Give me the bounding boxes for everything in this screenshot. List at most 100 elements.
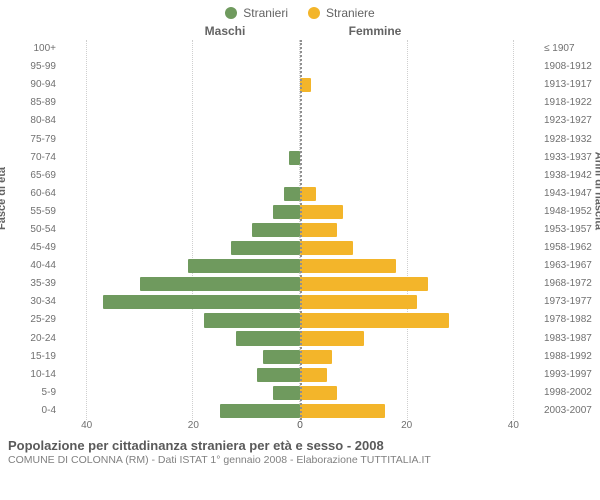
age-label: 80-84 [30, 112, 56, 130]
bar-row [300, 239, 540, 257]
female-bar [300, 295, 417, 309]
female-bar [300, 241, 353, 255]
age-label: 95-99 [30, 58, 56, 76]
bar-row [300, 203, 540, 221]
bar-row [60, 275, 300, 293]
male-bar [220, 404, 300, 418]
birth-label: 1933-1937 [544, 149, 592, 167]
male-bar [273, 205, 300, 219]
panel-title-left: Maschi [150, 24, 300, 38]
bar-row [60, 203, 300, 221]
bar-row [60, 58, 300, 76]
female-bar [300, 223, 337, 237]
x-tick-label: 20 [401, 420, 412, 431]
bar-row [60, 384, 300, 402]
age-label: 45-49 [30, 239, 56, 257]
bar-row [300, 167, 540, 185]
bar-row [60, 94, 300, 112]
age-label: 10-14 [30, 366, 56, 384]
bar-row [60, 76, 300, 94]
age-label: 35-39 [30, 275, 56, 293]
x-tick-label: 20 [188, 420, 199, 431]
male-bar [273, 386, 300, 400]
bar-row [300, 130, 540, 148]
age-label: 75-79 [30, 130, 56, 148]
x-axis-left: 0 20 40 [60, 420, 300, 434]
birth-label: 1953-1957 [544, 221, 592, 239]
bar-row [60, 239, 300, 257]
birth-label: 1943-1947 [544, 185, 592, 203]
bar-row [60, 257, 300, 275]
birth-label: 1918-1922 [544, 94, 592, 112]
male-bar [236, 331, 300, 345]
birth-label: 1998-2002 [544, 384, 592, 402]
bar-row [60, 221, 300, 239]
birth-label: 1968-1972 [544, 275, 592, 293]
age-label: 30-34 [30, 293, 56, 311]
age-label: 40-44 [30, 257, 56, 275]
birth-label: 1993-1997 [544, 366, 592, 384]
female-bar [300, 277, 428, 291]
y-axis-title-right: Anni di nascita [592, 152, 600, 230]
bar-row [300, 58, 540, 76]
bar-row [60, 185, 300, 203]
female-bar [300, 350, 332, 364]
bar-row [300, 293, 540, 311]
age-label: 5-9 [42, 384, 56, 402]
bar-row [60, 348, 300, 366]
y-axis-left: 100+95-9990-9485-8980-8475-7970-7465-696… [0, 40, 60, 420]
chart: Fasce di età Anni di nascita 100+95-9990… [0, 40, 600, 420]
age-label: 65-69 [30, 167, 56, 185]
birth-label: 1938-1942 [544, 167, 592, 185]
birth-label: 1948-1952 [544, 203, 592, 221]
age-label: 100+ [33, 40, 56, 58]
bar-row [300, 149, 540, 167]
birth-label: 1963-1967 [544, 257, 592, 275]
y-axis-title-left: Fasce di età [0, 167, 8, 230]
legend-swatch-female [308, 7, 320, 19]
bar-row [300, 330, 540, 348]
chart-subtitle: COMUNE DI COLONNA (RM) - Dati ISTAT 1° g… [8, 454, 592, 466]
bar-row [60, 311, 300, 329]
bar-row [60, 167, 300, 185]
x-tick-label: 0 [297, 420, 303, 431]
legend-label-male: Stranieri [243, 6, 288, 20]
birth-label: 1983-1987 [544, 330, 592, 348]
male-bar [252, 223, 300, 237]
male-bar [231, 241, 300, 255]
bar-row [60, 293, 300, 311]
birth-label: 1988-1992 [544, 348, 592, 366]
bar-row [60, 112, 300, 130]
age-label: 70-74 [30, 149, 56, 167]
x-tick-label: 40 [81, 420, 92, 431]
female-bar [300, 205, 343, 219]
female-bar [300, 259, 396, 273]
male-bar [140, 277, 300, 291]
female-bar [300, 404, 385, 418]
bar-row [60, 366, 300, 384]
birth-label: 1973-1977 [544, 293, 592, 311]
age-label: 85-89 [30, 94, 56, 112]
male-bar [204, 313, 300, 327]
bar-row [300, 112, 540, 130]
x-tick-label: 40 [508, 420, 519, 431]
x-axis-right: 0 20 40 [300, 420, 540, 434]
female-bar [300, 386, 337, 400]
legend-item-male: Stranieri [225, 6, 288, 20]
age-label: 0-4 [42, 402, 56, 420]
legend-swatch-male [225, 7, 237, 19]
age-label: 50-54 [30, 221, 56, 239]
bar-row [60, 40, 300, 58]
bar-row [300, 185, 540, 203]
male-bar [257, 368, 300, 382]
bar-row [300, 40, 540, 58]
bar-row [60, 330, 300, 348]
female-panel [300, 40, 540, 420]
bar-row [300, 76, 540, 94]
male-panel [60, 40, 300, 420]
footer: Popolazione per cittadinanza straniera p… [0, 434, 600, 466]
bar-row [300, 348, 540, 366]
birth-label: 2003-2007 [544, 402, 592, 420]
bar-row [60, 402, 300, 420]
female-bar [300, 187, 316, 201]
